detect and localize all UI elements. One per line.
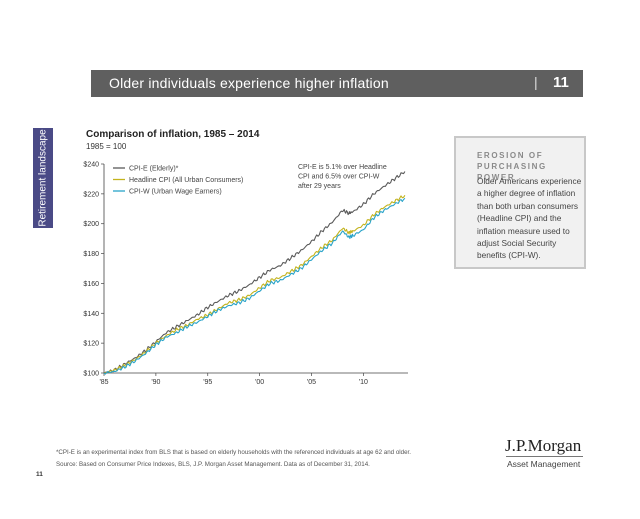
footnote: *CPI-E is an experimental index from BLS…: [56, 449, 411, 456]
series-line-headline-cpi: [103, 195, 406, 374]
legend-label: CPI-W (Urban Wage Earners): [129, 189, 222, 196]
sidebar-heading: EROSION OF PURCHASING POWER: [477, 151, 547, 182]
chart-annotation-line: CPI and 6.5% over CPI-W: [298, 174, 380, 181]
chart-title: Comparison of inflation, 1985 – 2014: [86, 129, 260, 140]
chart-annotation-line: CPI-E is 5.1% over Headline: [298, 164, 387, 171]
erosion-sidebar-box: EROSION OF PURCHASING POWER Older Americ…: [454, 136, 586, 269]
legend-label: Headline CPI (All Urban Consumers): [129, 177, 243, 184]
header-page-number: 11: [553, 74, 569, 91]
logo-divider: [506, 456, 583, 457]
x-tick-label: '85: [99, 379, 108, 386]
section-side-tab: Retirement landscape: [33, 128, 53, 228]
y-tick-label: $220: [83, 191, 99, 198]
x-tick-label: '90: [151, 379, 160, 386]
y-tick-label: $120: [83, 341, 99, 348]
y-tick-label: $240: [83, 162, 99, 169]
y-tick-label: $160: [83, 281, 99, 288]
chart-annotation-line: after 29 years: [298, 183, 341, 190]
legend-label: CPI-E (Elderly)*: [129, 166, 179, 173]
logo-subtitle: Asset Management: [507, 459, 581, 469]
x-tick-label: '10: [359, 379, 368, 386]
sidebar-body-text: Older Americans experience a higher degr…: [477, 176, 582, 261]
series-line-cpi-w: [103, 197, 406, 375]
jpmorgan-logo: J.P.Morgan: [505, 436, 582, 455]
y-tick-label: $100: [83, 371, 99, 378]
page-title: Older individuals experience higher infl…: [109, 75, 389, 91]
y-tick-label: $140: [83, 311, 99, 318]
x-tick-label: '05: [307, 379, 316, 386]
x-tick-label: '00: [255, 379, 264, 386]
footer-page-number: 11: [36, 471, 43, 478]
y-tick-label: $180: [83, 251, 99, 258]
x-tick-label: '95: [203, 379, 212, 386]
source-note: Source: Based on Consumer Price Indexes,…: [56, 461, 370, 468]
header-bar: Older individuals experience higher infl…: [91, 70, 583, 97]
series-line-cpi-e: [103, 171, 406, 374]
y-tick-label: $200: [83, 221, 99, 228]
header-separator: |: [534, 74, 538, 90]
chart-subtitle: 1985 = 100: [86, 142, 127, 151]
